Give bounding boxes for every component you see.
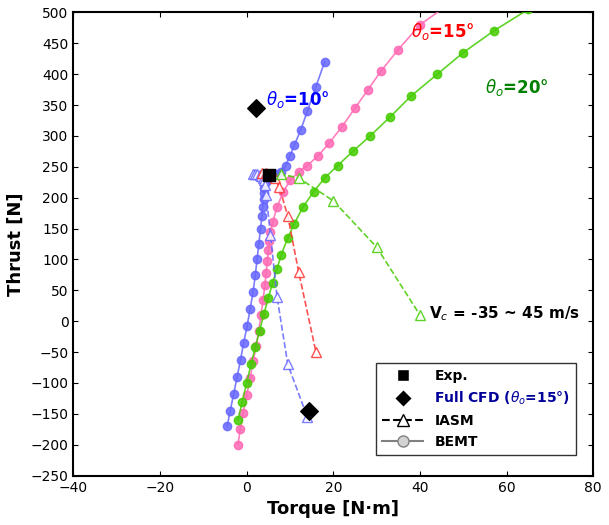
Text: $\theta_o$=20°: $\theta_o$=20° (485, 77, 549, 98)
Y-axis label: Thrust [N]: Thrust [N] (7, 192, 25, 296)
Legend: Exp., Full CFD ($\theta_o$=15°), IASM, BEMT: Exp., Full CFD ($\theta_o$=15°), IASM, B… (376, 363, 576, 455)
Text: $\theta_o$=10°: $\theta_o$=10° (266, 89, 330, 110)
X-axis label: Torque [N·m]: Torque [N·m] (267, 500, 400, 518)
Point (252, 104, 261, 112)
Text: V$_c$ = -35 ~ 45 m/s: V$_c$ = -35 ~ 45 m/s (429, 304, 580, 323)
Text: $\theta_o$=15°: $\theta_o$=15° (411, 21, 475, 42)
Point (264, 171, 274, 180)
Point (304, 406, 314, 415)
